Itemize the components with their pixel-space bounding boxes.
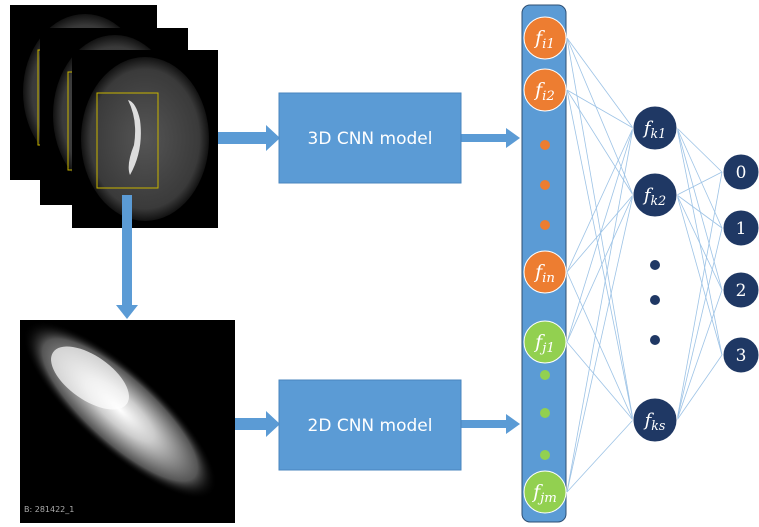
ellipsis-dot <box>650 260 660 270</box>
label-sub: i1 <box>542 37 555 52</box>
output-node <box>722 336 759 374</box>
node-label: fin <box>533 261 555 286</box>
feature-node <box>523 320 567 364</box>
edge <box>676 194 723 356</box>
label-sub: k1 <box>651 126 667 141</box>
edge <box>566 194 634 273</box>
edge <box>676 171 723 421</box>
feature-node <box>523 250 567 294</box>
ellipsis-dot <box>540 180 550 190</box>
feature-node <box>523 68 567 112</box>
model-box <box>278 92 462 184</box>
edge <box>566 89 634 421</box>
label-sub: k2 <box>651 193 667 208</box>
label-sub: ks <box>651 418 666 433</box>
output-node <box>722 271 759 309</box>
label-sub: jm <box>537 491 557 506</box>
edge <box>676 127 723 291</box>
ellipsis-dot <box>540 408 550 418</box>
output-label: 1 <box>736 219 747 239</box>
edge <box>566 194 634 343</box>
ellipsis-dot <box>650 335 660 345</box>
label-sub: i2 <box>542 89 555 104</box>
edge <box>676 289 723 421</box>
model-label: 2D CNN model <box>308 416 433 436</box>
hidden-node <box>632 105 678 151</box>
node-label: fi2 <box>533 79 555 104</box>
output-node <box>722 209 759 247</box>
edge <box>566 37 634 421</box>
label-sub: j1 <box>539 341 555 356</box>
ellipsis-dot <box>540 450 550 460</box>
label-base: f <box>533 79 545 101</box>
edge <box>566 194 634 493</box>
edge <box>676 227 723 421</box>
node-label: fj1 <box>533 331 555 356</box>
edge <box>566 89 634 129</box>
edge <box>566 127 634 343</box>
label-base: f <box>533 261 545 283</box>
edge <box>566 419 634 493</box>
output-label: 0 <box>736 163 747 183</box>
edge <box>566 127 634 273</box>
ellipsis-dot <box>650 295 660 305</box>
edge <box>566 271 634 421</box>
edge <box>566 127 634 493</box>
heatmap-image: B: 281422_1 <box>20 320 235 523</box>
node-label: fjm <box>531 481 557 506</box>
edge <box>676 194 723 229</box>
output-node <box>722 153 759 191</box>
feature-node <box>523 470 567 514</box>
edge <box>566 341 634 421</box>
output-label: 2 <box>736 281 747 301</box>
edge <box>676 194 723 291</box>
label-base: f <box>533 331 545 353</box>
edge <box>676 354 723 421</box>
model-box <box>278 379 462 471</box>
hidden-node <box>632 397 678 443</box>
hidden-node <box>632 172 678 218</box>
model-label: 3D CNN model <box>308 129 433 149</box>
edges <box>566 37 723 493</box>
edge <box>676 127 723 173</box>
node-label: fi1 <box>533 27 555 52</box>
ellipsis-dot <box>540 220 550 230</box>
edge <box>676 127 723 356</box>
node-label: fk1 <box>642 118 666 141</box>
edge <box>676 127 723 229</box>
ellipsis-dot <box>540 140 550 150</box>
output-label: 3 <box>736 346 747 366</box>
label-base: f <box>533 27 545 49</box>
image-caption: B: 281422_1 <box>24 505 74 514</box>
edge <box>566 37 634 129</box>
label-sub: in <box>542 271 555 286</box>
label-base: f <box>531 481 543 503</box>
ellipsis-dot <box>540 370 550 380</box>
edge <box>566 89 634 196</box>
ct-slices <box>10 5 218 228</box>
arrows <box>116 125 520 437</box>
feature-node <box>523 16 567 60</box>
edge <box>676 171 723 196</box>
edge <box>566 37 634 196</box>
